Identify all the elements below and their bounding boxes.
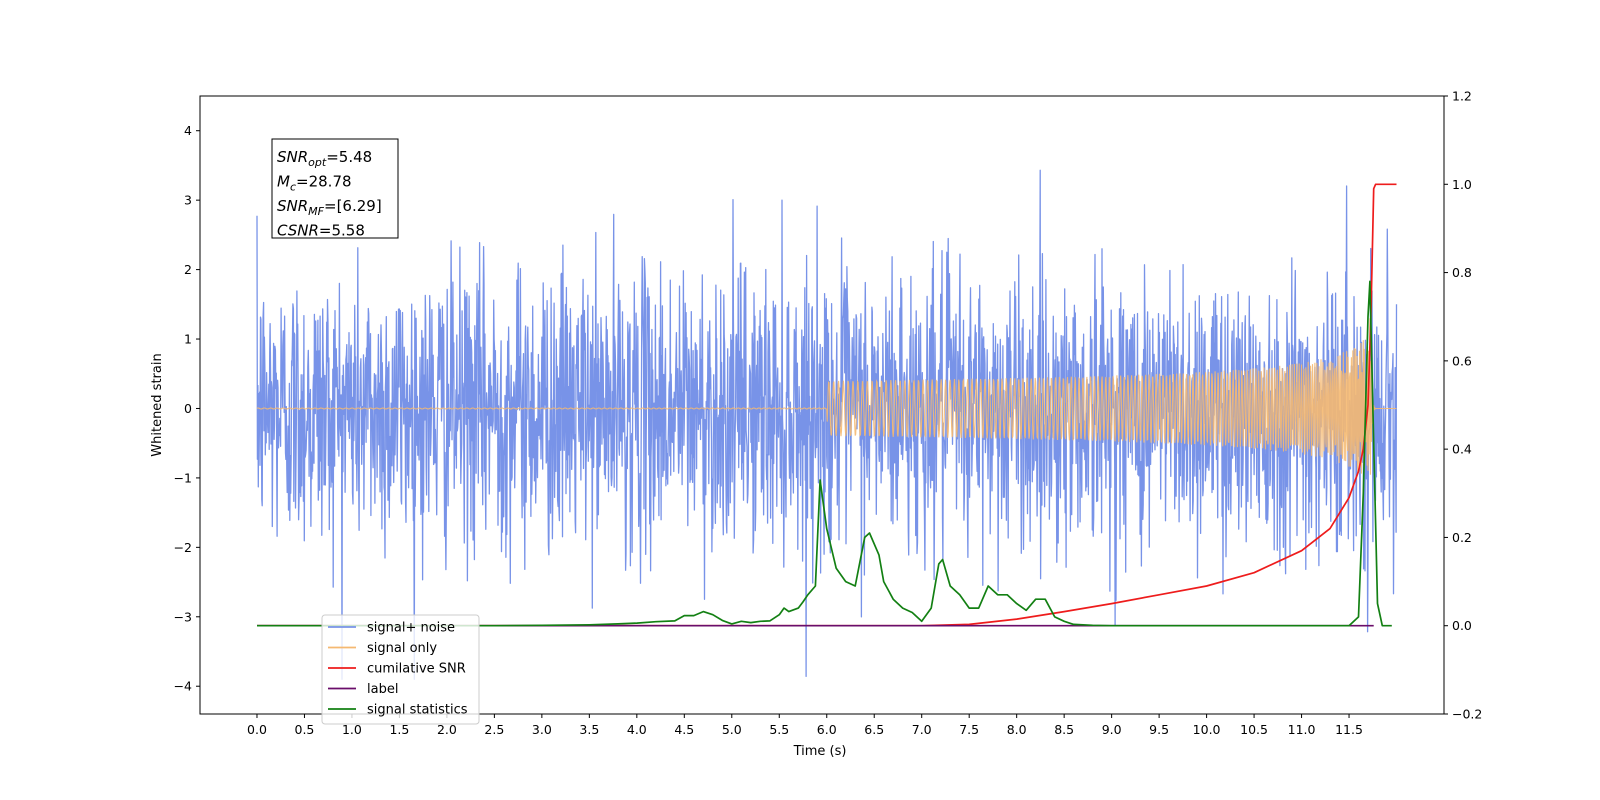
y-tick-label-left: −3 [174, 609, 192, 624]
legend-label: cumilative SNR [367, 662, 466, 677]
x-tick-label: 10.5 [1240, 722, 1268, 737]
y-tick-label-left: −2 [174, 540, 192, 555]
y-axis-right: −0.2 0.0 0.2 0.4 0.6 0.8 1.0 1.2 [1444, 89, 1482, 722]
x-tick-label: 3.5 [579, 722, 599, 737]
x-axis: 0.0 0.5 1.0 1.5 2.0 2.5 3.0 3.5 4.0 4.5 5.0 5.5 6.0 6… [247, 714, 1363, 737]
annotation-line: SNRMF=[6.29] [277, 197, 382, 218]
x-tick-label: 11.5 [1335, 722, 1363, 737]
x-tick-label: 6.0 [817, 722, 837, 737]
legend-label: label [367, 682, 398, 697]
x-tick-label: 10.0 [1193, 722, 1221, 737]
x-tick-label: 5.0 [722, 722, 742, 737]
legend-label: signal only [367, 641, 437, 656]
x-tick-label: 0.5 [295, 722, 315, 737]
y-axis-left: −4 −3 −2 −1 0 1 2 3 4 [174, 123, 200, 694]
x-tick-label: 9.5 [1149, 722, 1169, 737]
x-axis-label: Time (s) [793, 744, 847, 759]
x-tick-label: 6.5 [864, 722, 884, 737]
series-signal-only [256, 318, 1397, 481]
series-layer [256, 169, 1398, 680]
x-tick-label: 8.5 [1054, 722, 1074, 737]
x-tick-label: 1.0 [342, 722, 362, 737]
annotation-line: SNRopt=5.48 [277, 148, 372, 169]
y-tick-label-right: 0.0 [1452, 618, 1472, 633]
legend: signal+ noise signal only cumilative SNR la… [321, 614, 480, 725]
x-tick-label: 11.0 [1288, 722, 1316, 737]
y-tick-label-right: 0.4 [1452, 442, 1472, 457]
annotation-line: CSNR=5.58 [277, 222, 365, 240]
y-tick-label-left: −4 [174, 679, 192, 694]
x-tick-label: 0.0 [247, 722, 267, 737]
x-tick-label: 4.0 [627, 722, 647, 737]
series-signal-statistics [257, 280, 1392, 627]
legend-frame [321, 614, 480, 725]
x-tick-label: 2.0 [437, 722, 457, 737]
x-tick-label: 2.5 [484, 722, 504, 737]
y-tick-label-right: 1.2 [1452, 89, 1472, 104]
y-tick-label-right: 0.8 [1452, 265, 1472, 280]
x-tick-label: 1.5 [389, 722, 409, 737]
y-tick-label-left: 1 [184, 332, 192, 347]
annotation-frame [271, 138, 399, 239]
y-axis-label-left: Whitened strain [150, 353, 165, 456]
y-tick-label-right: −0.2 [1452, 707, 1482, 722]
x-tick-label: 8.0 [1007, 722, 1027, 737]
legend-label: signal statistics [367, 703, 468, 718]
x-tick-label: 7.0 [912, 722, 932, 737]
x-tick-label: 3.0 [532, 722, 552, 737]
y-tick-label-right: 0.6 [1452, 353, 1472, 368]
x-tick-label: 7.5 [959, 722, 979, 737]
x-tick-label: 4.5 [674, 722, 694, 737]
annotation-line: Mc=28.78 [277, 173, 352, 194]
y-tick-label-right: 1.0 [1452, 177, 1472, 192]
x-tick-label: 5.5 [769, 722, 789, 737]
y-tick-label-left: 3 [184, 193, 192, 208]
y-tick-label-right: 0.2 [1452, 530, 1472, 545]
y-tick-label-left: 0 [184, 401, 192, 416]
y-tick-label-left: 2 [184, 262, 192, 277]
y-tick-label-left: 4 [184, 123, 192, 138]
annotation-box: SNRopt=5.48 Mc=28.78 SNRMF=[6.29] CSNR=5.58 [271, 138, 399, 240]
plot-frame [199, 95, 1445, 715]
y-tick-label-left: −1 [174, 470, 192, 485]
x-tick-label: 9.0 [1102, 722, 1122, 737]
legend-label: signal+ noise [367, 621, 455, 636]
